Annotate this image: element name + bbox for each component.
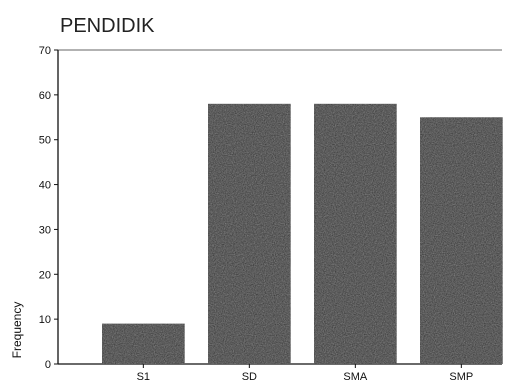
- bar: [208, 103, 291, 364]
- x-tick-label: S1: [137, 371, 150, 380]
- y-axis-label: Frequency: [10, 302, 24, 359]
- bar: [314, 103, 397, 364]
- y-tick-label: 0: [45, 359, 51, 371]
- x-ticks: S1 SD SMA SMP: [137, 364, 473, 380]
- y-tick-label: 10: [39, 314, 51, 326]
- x-tick-label: SD: [242, 371, 257, 380]
- y-tick-label: 20: [39, 269, 51, 281]
- y-tick-label: 70: [39, 45, 51, 57]
- y-tick-label: 40: [39, 180, 51, 192]
- y-tick-label: 30: [39, 224, 51, 236]
- bar: [420, 117, 503, 365]
- x-tick-label: SMA: [343, 371, 368, 380]
- y-tick-label: 50: [39, 135, 51, 147]
- chart-title: PENDIDIK: [60, 15, 155, 37]
- bars: [102, 103, 503, 365]
- x-tick-label: SMP: [449, 371, 473, 380]
- bar: [102, 323, 185, 364]
- y-tick-label: 60: [39, 90, 51, 102]
- y-ticks: 0 10 20 30 40 50 60 70: [39, 45, 58, 371]
